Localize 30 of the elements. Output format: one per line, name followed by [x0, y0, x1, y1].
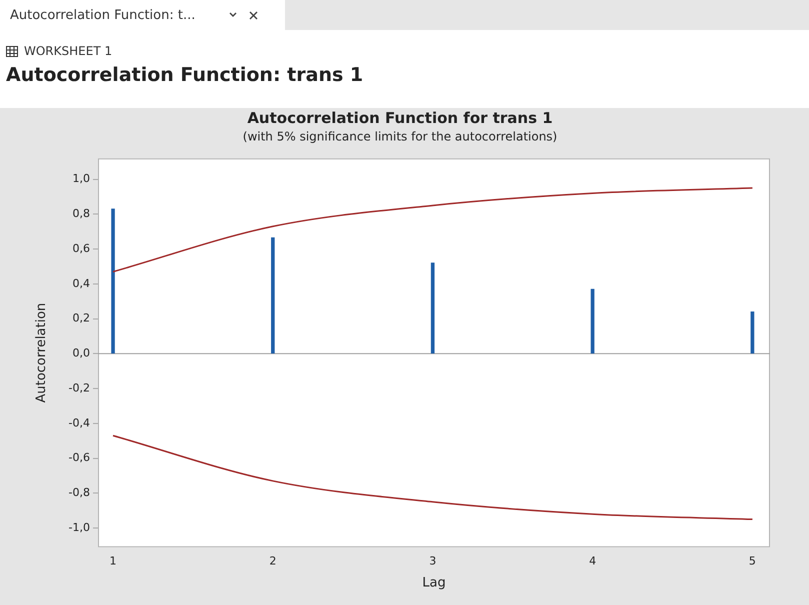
bar	[111, 208, 115, 354]
y-tick-label: 0,4	[72, 276, 90, 290]
y-tick-label: 0,8	[72, 207, 90, 220]
y-tick-label: -1,0	[68, 520, 90, 534]
text: Autocorrelation Function: trans 1	[6, 64, 364, 86]
bar	[430, 262, 435, 354]
bar	[750, 312, 754, 354]
line-series	[112, 434, 754, 520]
text: WORKSHEET 1	[24, 44, 112, 58]
bar	[271, 237, 275, 354]
x-tick-label: 2	[269, 554, 276, 568]
x-tick-label: 1	[110, 554, 117, 568]
y-tick-label: -0,6	[68, 451, 90, 464]
y-tick-label: -0,4	[68, 416, 90, 430]
x-tick-label: 4	[589, 554, 596, 568]
y-tick-label: -0,8	[68, 486, 90, 500]
x-tick-label: 3	[429, 554, 436, 568]
y-tick-label: -0,2	[68, 381, 90, 394]
chart-subtitle: (with 5% significance limits for the autocorrelations)	[242, 129, 558, 144]
y-tick-label: 1,0	[72, 172, 90, 186]
y-tick-label: 0,6	[72, 242, 90, 255]
x-tick-label: 5	[748, 554, 756, 568]
line-series	[112, 187, 754, 272]
chart-title: Autocorrelation Function for trans 1	[247, 108, 553, 127]
bar	[590, 288, 594, 354]
y-axis-title: Autocorrelation	[34, 302, 50, 403]
y-tick-label: 0,0	[72, 346, 90, 360]
text: Autocorrelation Function: t...	[10, 8, 196, 22]
x-axis-title: Lag	[422, 576, 446, 591]
y-tick-label: 0,2	[72, 312, 90, 325]
